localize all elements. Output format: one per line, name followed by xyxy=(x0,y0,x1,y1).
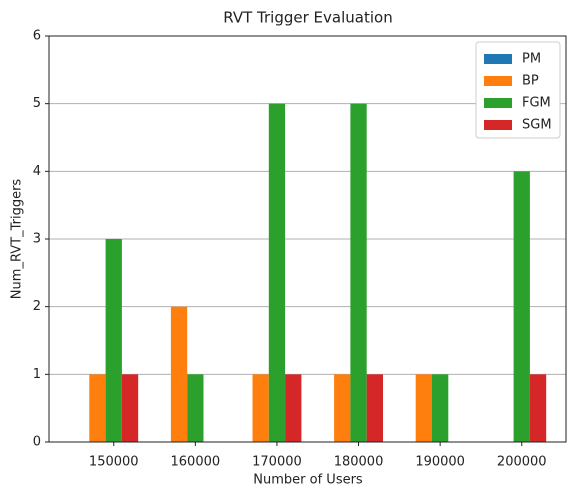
bar xyxy=(268,103,286,443)
legend-label: FGM xyxy=(522,96,551,111)
y-tick-label: 3 xyxy=(33,232,41,247)
legend-label: PM xyxy=(522,52,541,67)
legend-swatch xyxy=(484,54,512,64)
bar xyxy=(513,171,530,443)
chart-title: RVT Trigger Evaluation xyxy=(223,9,392,27)
x-tick-label: 170000 xyxy=(252,455,302,470)
bar xyxy=(432,374,449,442)
legend-box xyxy=(475,41,561,139)
x-tick-label: 180000 xyxy=(334,455,384,470)
y-tick-label: 4 xyxy=(33,164,41,179)
legend-label: SGM xyxy=(522,118,552,133)
bar xyxy=(529,374,547,442)
y-axis-label: Num_RVT_Triggers xyxy=(10,179,25,300)
bar xyxy=(366,374,383,442)
bar xyxy=(285,374,302,442)
bar xyxy=(89,374,106,442)
bar xyxy=(350,103,367,443)
x-tick-label: 200000 xyxy=(497,455,547,470)
bar xyxy=(105,239,122,442)
x-tick-label: 160000 xyxy=(171,455,221,470)
bar xyxy=(121,374,139,442)
x-axis-label: Number of Users xyxy=(253,473,363,486)
y-tick-label: 0 xyxy=(33,435,41,450)
legend-swatch xyxy=(484,98,512,108)
x-tick-label: 190000 xyxy=(415,455,465,470)
y-tick-label: 5 xyxy=(33,96,41,111)
y-tick-label: 6 xyxy=(33,29,41,44)
legend-swatch xyxy=(484,76,512,86)
y-tick-label: 2 xyxy=(33,299,41,314)
x-tick-label: 150000 xyxy=(89,455,139,470)
bar xyxy=(187,374,204,442)
bar xyxy=(334,374,351,442)
y-tick-label: 1 xyxy=(33,367,41,382)
bar xyxy=(252,374,269,442)
legend-swatch xyxy=(484,120,512,130)
legend-label: BP xyxy=(522,74,539,89)
legend: PM BP FGM SGM xyxy=(475,41,561,139)
plot-frame xyxy=(48,35,567,443)
bar xyxy=(170,306,188,442)
bar xyxy=(415,374,432,442)
